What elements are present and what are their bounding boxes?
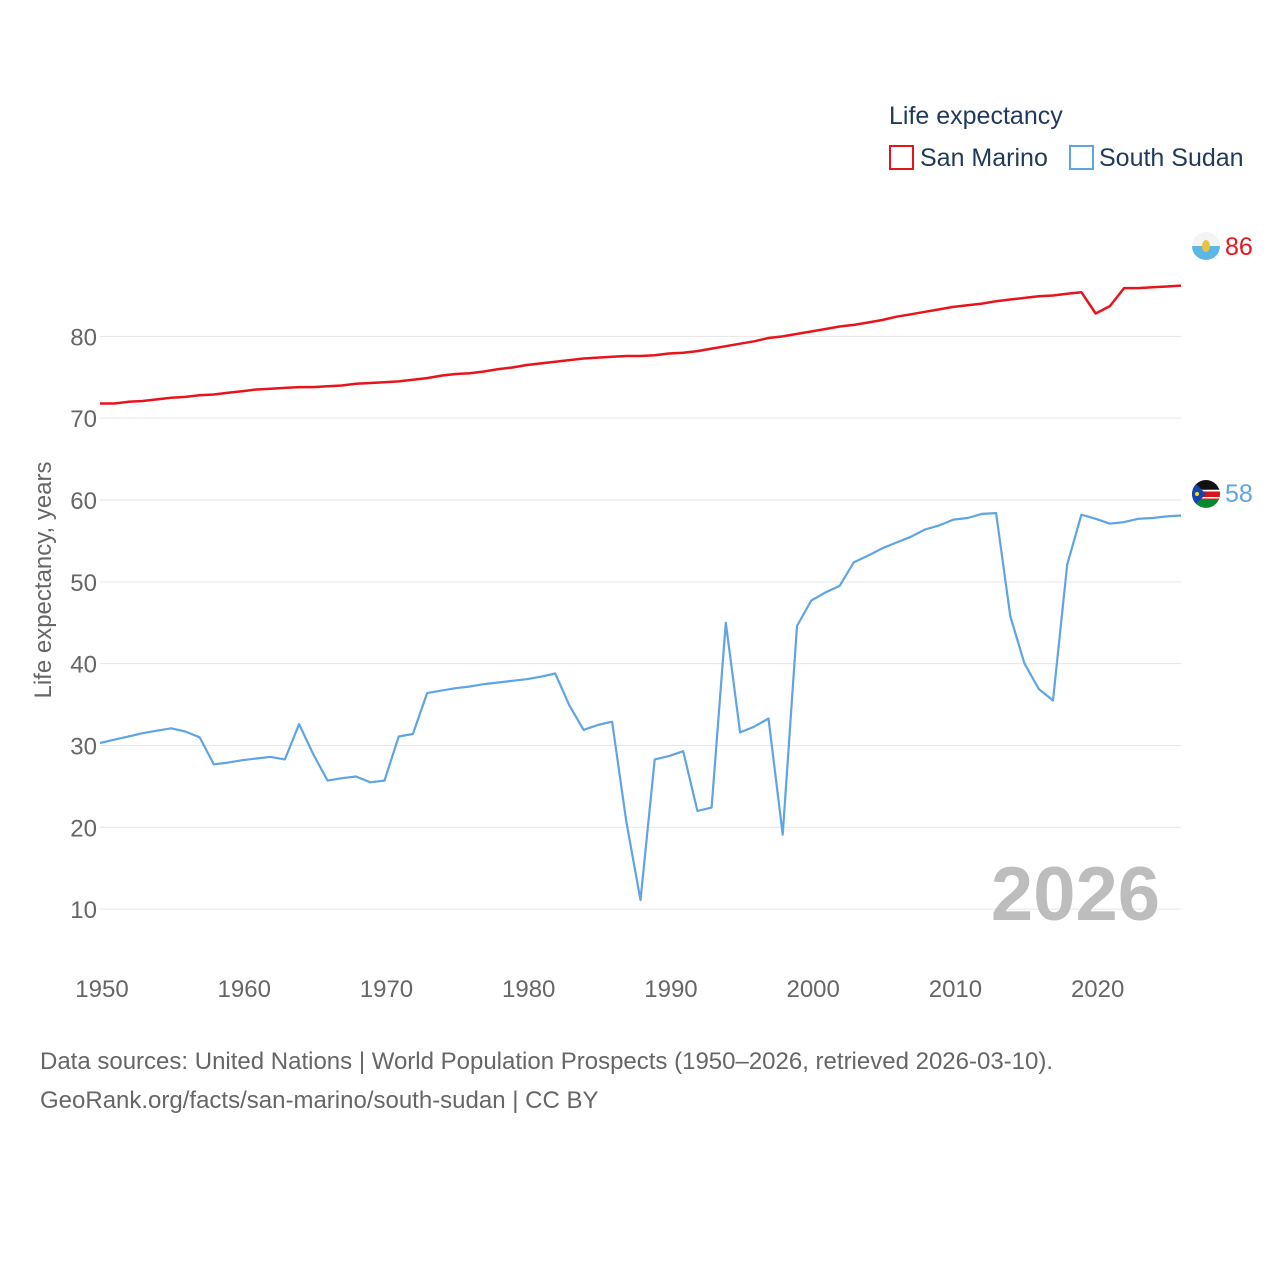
legend-title: Life expectancy <box>889 102 1063 130</box>
x-tick-label: 2020 <box>1071 976 1124 1003</box>
y-tick-label: 10 <box>70 897 97 924</box>
x-tick-label: 1990 <box>644 976 697 1003</box>
series-line-south-sudan <box>99 511 1182 902</box>
source-line-2: GeoRank.org/facts/san-marino/south-sudan… <box>40 1087 599 1114</box>
y-tick-label: 70 <box>70 406 97 433</box>
san-marino-end-label: 86 <box>1225 233 1253 261</box>
x-tick-label: 1950 <box>75 976 128 1003</box>
legend-swatch-south-sudan <box>1069 145 1094 170</box>
san-marino-flag-icon <box>1192 232 1220 260</box>
y-axis-title: Life expectancy, years <box>30 461 57 698</box>
x-tick-label: 1960 <box>218 976 271 1003</box>
y-tick-label: 80 <box>70 324 97 351</box>
y-axis-ticks: 10 20 30 40 50 60 70 80 <box>70 324 97 924</box>
legend: Life expectancy San Marino South Sudan <box>889 102 1244 172</box>
x-axis-ticks: 1950 1960 1970 1980 1990 2000 2010 2020 <box>75 976 1124 1003</box>
south-sudan-flag-icon <box>1192 480 1220 508</box>
x-tick-label: 2000 <box>786 976 839 1003</box>
legend-swatch-san-marino <box>889 145 914 170</box>
x-tick-label: 2010 <box>929 976 982 1003</box>
south-sudan-end-label: 58 <box>1225 480 1253 508</box>
series-lines <box>99 284 1182 902</box>
gridlines <box>100 335 1181 910</box>
series-line-san-marino <box>100 284 1182 405</box>
y-tick-label: 50 <box>70 570 97 597</box>
y-tick-label: 20 <box>70 815 97 842</box>
legend-label-san-marino: San Marino <box>920 144 1048 172</box>
year-label: 2026 <box>991 852 1160 937</box>
x-tick-label: 1980 <box>502 976 555 1003</box>
source-note: Data sources: United Nations | World Pop… <box>40 1042 1260 1120</box>
y-tick-label: 40 <box>70 652 97 679</box>
x-tick-label: 1970 <box>360 976 413 1003</box>
y-tick-label: 60 <box>70 488 97 515</box>
source-line-1: Data sources: United Nations | World Pop… <box>40 1048 1054 1075</box>
legend-label-south-sudan: South Sudan <box>1099 144 1244 172</box>
y-tick-label: 30 <box>70 733 97 760</box>
